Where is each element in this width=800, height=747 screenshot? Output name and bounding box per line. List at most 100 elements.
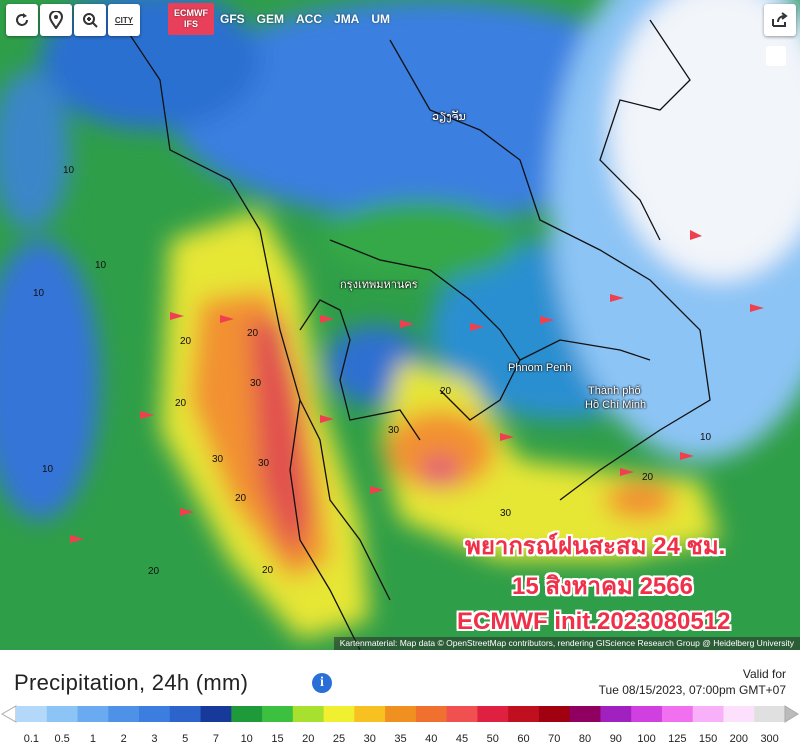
place-label: Hồ Chí Minh (585, 399, 647, 411)
model-tab[interactable]: GEM (256, 12, 285, 26)
contour-label: 30 (500, 508, 512, 519)
scale-cell (508, 706, 540, 722)
map[interactable]: CITY ECMWF IFS GFS GEM ACC JMA UM ວຽງຈັນ กรุงเ… (0, 0, 800, 650)
city-button[interactable]: CITY (108, 4, 140, 36)
scale-end (0, 705, 17, 723)
contour-label: 20 (262, 565, 274, 576)
scale-label: 125 (668, 733, 686, 745)
scale-label: 70 (548, 733, 560, 745)
contour-label: 30 (212, 454, 224, 465)
scale-cell (292, 706, 325, 722)
model-tab[interactable]: JMA (334, 12, 360, 26)
reload-button[interactable] (6, 4, 38, 36)
scale-cell (692, 706, 724, 722)
scale-cell (385, 706, 417, 722)
place-label: กรุงเทพมหานคร (340, 279, 418, 291)
scale-cell (415, 706, 448, 722)
scale-cell (323, 706, 355, 722)
contour-label: 30 (258, 458, 270, 469)
model-tabs: ECMWF IFS GFS GEM ACC JMA UM (168, 3, 396, 35)
color-scale: 0.1 0.5 1 2 3 5 7 10 15 20 25 30 35 40 45 50 60 70 80 90 100… (0, 705, 799, 745)
scale-cell (139, 706, 171, 722)
contour-label: 30 (388, 425, 400, 436)
scale-cell (231, 706, 263, 722)
scale-cell (600, 706, 632, 722)
scale-end (784, 705, 799, 723)
scale-label: 25 (333, 733, 345, 745)
scale-label: 150 (699, 733, 717, 745)
scale-cell (661, 706, 694, 722)
overlay-model: ECMWF init.2023080512 (457, 608, 731, 635)
scale-cell (723, 706, 755, 722)
scale-cell (354, 706, 386, 722)
scale-label: 200 (730, 733, 748, 745)
reload-icon (16, 13, 28, 26)
scale-label: 5 (182, 733, 188, 745)
scale-label: 30 (364, 733, 376, 745)
scale-label: 50 (487, 733, 499, 745)
scale-cell (200, 706, 232, 722)
contour-label: 10 (63, 165, 75, 176)
scale-cell (631, 706, 663, 722)
contour-label: 20 (247, 328, 259, 339)
scale-cell (446, 706, 478, 722)
scale-label: 0.1 (24, 733, 39, 745)
legend-title: Precipitation, 24h (mm) (14, 670, 249, 695)
scale-label: 15 (271, 733, 283, 745)
model-tab[interactable]: UM (371, 12, 391, 26)
place-label: ວຽງຈັນ (432, 111, 466, 123)
scale-label: 35 (394, 733, 406, 745)
zoom-icon (83, 13, 98, 28)
contour-label: 20 (148, 566, 160, 577)
scale-cell (754, 706, 786, 722)
model-tab[interactable]: ACC (296, 12, 323, 26)
contour-label: 10 (42, 464, 54, 475)
contour-label: 10 (33, 288, 45, 299)
valid-label: Valid for (742, 667, 786, 681)
overlay-title: พยากรณ์ฝนสะสม 24 ชม. (465, 533, 726, 560)
scale-cell (108, 706, 140, 722)
model-tab[interactable]: GFS (220, 12, 245, 26)
location-button[interactable] (40, 4, 72, 36)
scale-label: 20 (302, 733, 314, 745)
scale-cell (538, 706, 571, 722)
scale-cell (169, 706, 202, 722)
zoom-button[interactable] (74, 4, 106, 36)
scale-label: 2 (121, 733, 127, 745)
scale-cell (477, 706, 509, 722)
contour-label: 30 (250, 378, 262, 389)
scale-label: 0.5 (54, 733, 69, 745)
valid-time: Tue 08/15/2023, 07:00pm GMT+07 (598, 683, 786, 697)
scale-label: 90 (610, 733, 622, 745)
scale-cell (46, 706, 79, 722)
scale-cell (569, 706, 601, 722)
scale-cell (16, 706, 48, 722)
info-button[interactable]: i (312, 673, 332, 693)
scale-label: 1 (90, 733, 96, 745)
scale-label: 300 (760, 733, 778, 745)
scale-label: 60 (517, 733, 529, 745)
overlay-date: 15 สิงหาคม 2566 (512, 573, 693, 600)
fullscreen-button[interactable] (766, 46, 786, 66)
scale-cell (262, 706, 294, 722)
contour-label: 20 (440, 386, 452, 397)
scale-label: 45 (456, 733, 468, 745)
scale-label: 3 (151, 733, 157, 745)
contour-label: 20 (235, 493, 247, 504)
contour-label: 10 (95, 260, 107, 271)
scale-label: 100 (637, 733, 655, 745)
contour-label: 20 (642, 472, 654, 483)
scale-cell (77, 706, 109, 722)
model-tab[interactable]: ECMWF IFS (168, 3, 214, 35)
scale-label: 10 (241, 733, 253, 745)
scale-label: 40 (425, 733, 437, 745)
contour-label: 20 (180, 336, 192, 347)
attribution: Kartenmaterial: Map data © OpenStreetMap… (333, 637, 800, 650)
share-button[interactable] (764, 4, 796, 36)
place-label: Thành phố (588, 385, 641, 397)
contour-label: 20 (175, 398, 187, 409)
pin-icon (48, 11, 64, 29)
place-label: Phnom Penh (508, 362, 572, 374)
scale-label: 80 (579, 733, 591, 745)
